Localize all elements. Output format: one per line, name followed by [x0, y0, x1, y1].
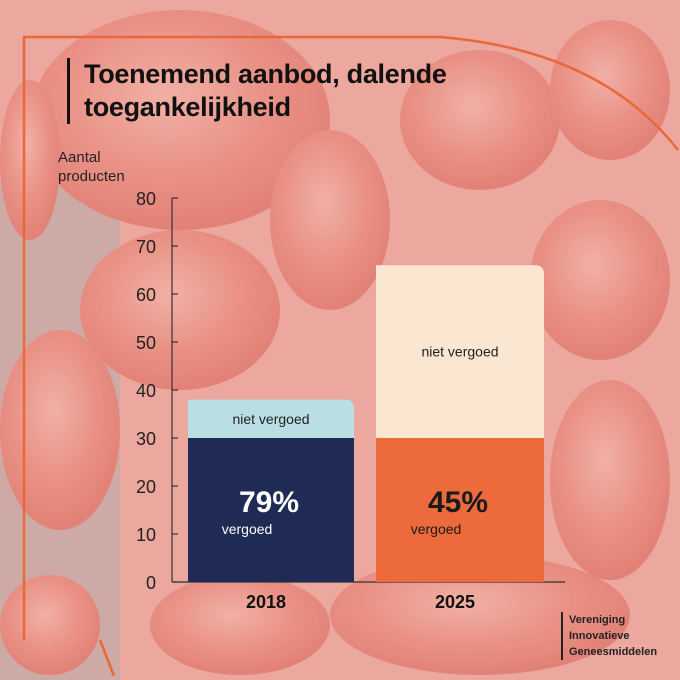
bar-vergoed-2018 — [188, 438, 354, 582]
y-axis-label-line-2: producten — [58, 168, 125, 185]
bar-niet-vergoed-2018 — [188, 399, 354, 438]
y-tick-label: 10 — [136, 525, 156, 545]
bar-niet-vergoed-2025 — [376, 265, 544, 438]
org-line-3: Geneesmiddelen — [569, 646, 658, 658]
chart-title: Toenemend aanbod, dalende toegankelijkhe… — [67, 58, 447, 124]
niet-vergoed-label: niet vergoed — [421, 344, 498, 360]
x-tick-label: 2018 — [246, 592, 286, 612]
y-tick-label: 20 — [136, 477, 156, 497]
bar-vergoed-2025 — [376, 438, 544, 582]
y-tick-label: 30 — [136, 429, 156, 449]
y-axis-label-line-1: Aantal — [58, 149, 101, 166]
y-axis-label: Aantal producten — [58, 148, 125, 186]
organization-logo: Vereniging Innovatieve Geneesmiddelen — [561, 612, 657, 660]
org-line-2: Innovatieve — [569, 630, 630, 642]
x-tick-label: 2025 — [435, 592, 475, 612]
vergoed-label: vergoed — [411, 521, 462, 537]
org-line-1: Vereniging — [569, 614, 626, 626]
percent-label: 79% — [239, 486, 299, 519]
y-tick-label: 40 — [136, 381, 156, 401]
y-tick-label: 70 — [136, 237, 156, 257]
percent-label: 45% — [428, 486, 488, 519]
title-line-1: Toenemend aanbod, dalende — [84, 59, 447, 89]
vergoed-label: vergoed — [222, 521, 273, 537]
y-tick-label: 80 — [136, 189, 156, 209]
title-line-2: toegankelijkheid — [84, 92, 291, 122]
niet-vergoed-label: niet vergoed — [232, 411, 309, 427]
y-tick-label: 60 — [136, 285, 156, 305]
y-tick-label: 0 — [146, 573, 156, 593]
y-tick-label: 50 — [136, 333, 156, 353]
